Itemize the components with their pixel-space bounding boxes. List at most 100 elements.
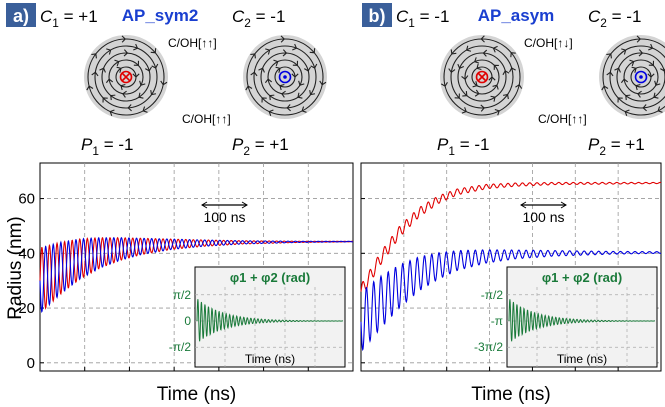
vortex-arrow bbox=[150, 90, 157, 96]
inset-y-tick-label: -π/2 bbox=[481, 288, 504, 302]
diagram-panel-b: b) C1 = -1 AP_asym C2 = -1C/OH[↑↓]C/OH[↑↑]P… bbox=[362, 3, 665, 158]
panel-badge bbox=[362, 3, 392, 27]
vortex-arrow bbox=[301, 106, 307, 113]
radius-chart-b: 100 ns φ1 + φ2 (rad) -π/2 -π -3π/2 Time (ns) T… bbox=[360, 162, 662, 405]
vortex-arrow bbox=[601, 85, 609, 91]
vortex-arrow bbox=[150, 48, 157, 54]
inset-y-tick-label: π/2 bbox=[173, 288, 192, 302]
vortex-ring bbox=[260, 52, 310, 102]
vortex-arrow bbox=[123, 49, 129, 57]
coupling-bottom-label: C/OH[↑↑] bbox=[538, 112, 587, 126]
vortex-arrow bbox=[474, 57, 480, 64]
vortex-arrow bbox=[145, 66, 152, 72]
phase-inset: φ1 + φ2 (rad) -π/2 -π -3π/2 Time (ns) bbox=[474, 266, 658, 368]
vortex-arrow bbox=[132, 73, 140, 78]
vortex-ring bbox=[464, 59, 500, 95]
vortex-arrow bbox=[133, 43, 139, 51]
vortex-arrow bbox=[482, 49, 488, 57]
vortex-arrow bbox=[297, 92, 303, 99]
vortex-arrow bbox=[282, 49, 288, 57]
vortex-arrow bbox=[620, 78, 629, 84]
vortex-ring bbox=[609, 45, 665, 109]
x-axis-label: Time (ns) bbox=[157, 384, 237, 405]
vortex-arrow bbox=[102, 97, 108, 103]
vortex-ring bbox=[623, 59, 659, 95]
series-blue-line bbox=[360, 249, 662, 352]
vortex-ring bbox=[450, 45, 514, 109]
vortex-arrow bbox=[275, 66, 281, 73]
vortex-arrow bbox=[91, 53, 97, 59]
vortex-arrow bbox=[258, 67, 265, 73]
vortex-disk bbox=[599, 35, 665, 119]
inset-x-label: Time (ns) bbox=[245, 352, 295, 366]
coupling-bottom-label: C/OH[↑↑] bbox=[182, 112, 231, 126]
vortex-arrow bbox=[509, 67, 516, 73]
vortex-arrow bbox=[110, 94, 116, 101]
vortex-2 bbox=[599, 35, 665, 119]
vortex-arrow bbox=[647, 73, 655, 78]
vortex-arrow bbox=[492, 45, 498, 53]
inset-y-tick-label: -π/2 bbox=[169, 340, 192, 354]
y-tick-label: 40 bbox=[18, 245, 35, 262]
vortex-arrow bbox=[636, 35, 642, 43]
vortex-arrow bbox=[281, 90, 286, 98]
vortex-arrow bbox=[488, 76, 496, 81]
vortex-1 bbox=[440, 35, 524, 119]
vortex-arrow bbox=[474, 89, 480, 97]
vortex-arrow bbox=[657, 106, 663, 113]
vortex-arrow bbox=[265, 48, 271, 55]
vortex-arrow bbox=[109, 109, 115, 116]
vortex-arrow bbox=[268, 109, 274, 116]
core-into-icon bbox=[119, 70, 133, 84]
vortex-ring bbox=[101, 52, 151, 102]
series-red-line bbox=[360, 181, 662, 292]
vortex-arrow bbox=[292, 60, 299, 66]
vortex-arrow bbox=[261, 97, 267, 103]
vortex-arrow bbox=[642, 104, 647, 112]
vortex-arrow bbox=[480, 104, 485, 112]
vortex-arrow bbox=[250, 71, 258, 77]
vortex-arrow bbox=[264, 78, 273, 84]
scale-bar-label: 100 ns bbox=[522, 209, 564, 225]
vortex-arrow bbox=[99, 67, 106, 73]
vortex-ring bbox=[108, 59, 144, 95]
vortex-arrow bbox=[462, 91, 468, 97]
vortex-arrow bbox=[476, 63, 482, 71]
scale-bar-arrow-right bbox=[241, 201, 248, 209]
vortex-arrow bbox=[269, 94, 275, 101]
vortex-ring bbox=[94, 45, 158, 109]
vortex-arrow bbox=[502, 93, 509, 100]
inset-y-tick-label: -π bbox=[491, 314, 503, 328]
inset-title: φ1 + φ2 (rad) bbox=[542, 270, 622, 285]
vortex-arrow bbox=[492, 84, 499, 90]
vortex-arrow bbox=[291, 73, 299, 78]
panel-badge-label: a) bbox=[13, 6, 29, 26]
vortex-arrow bbox=[309, 90, 316, 96]
vortex-arrow bbox=[648, 43, 654, 51]
vortex-arrow bbox=[448, 68, 456, 74]
diagram-panel-a: a) C1 = +1 AP_sym2 C2 = -1C/OH[↑↑]C/OH[↑↑]P… bbox=[6, 3, 327, 158]
phase-inset: φ1 + φ2 (rad) π/2 0 -π/2 Time (ns) bbox=[169, 266, 346, 368]
vortex-1 bbox=[84, 35, 168, 119]
vortex-ring bbox=[616, 52, 665, 102]
vortex-arrow bbox=[139, 80, 146, 86]
vortex-arrow bbox=[286, 104, 291, 112]
vortex-arrow bbox=[127, 104, 132, 112]
vortex-arrow bbox=[624, 109, 630, 116]
series-blue-line bbox=[39, 236, 354, 314]
vortex-arrow bbox=[472, 81, 478, 88]
vortex-arrow bbox=[457, 63, 465, 70]
vortex-arrow bbox=[465, 45, 472, 52]
core-out-icon bbox=[278, 70, 292, 84]
vortex-arrow bbox=[617, 97, 623, 103]
vortex-arrow bbox=[105, 78, 114, 84]
vortex-arrow bbox=[510, 52, 516, 58]
vortex-arrow bbox=[121, 35, 127, 43]
vortex-arrow bbox=[319, 80, 327, 86]
vortex-arrow bbox=[440, 82, 448, 87]
vortex-arrow bbox=[494, 108, 500, 116]
inset-x-label: Time (ns) bbox=[557, 352, 607, 366]
vortex-ring bbox=[253, 45, 317, 109]
vortex-arrow bbox=[280, 35, 286, 43]
